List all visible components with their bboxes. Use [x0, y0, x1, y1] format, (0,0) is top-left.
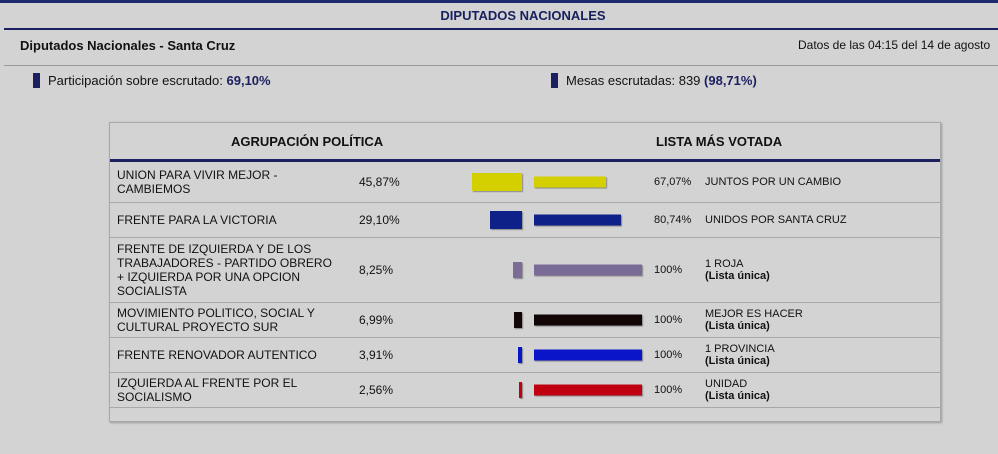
- party-name: FRENTE RENOVADOR AUTENTICO: [117, 347, 317, 362]
- table-row: IZQUIERDA AL FRENTE POR EL SOCIALISMO 2,…: [110, 372, 940, 408]
- list-name: 1 PROVINCIA: [705, 342, 775, 355]
- party-name: FRENTE DE IZQUIERDA Y DE LOS TRABAJADORE…: [117, 241, 332, 298]
- list-name: UNIDAD: [705, 377, 748, 390]
- participation-stat: Participación sobre escrutado: 69,10%: [33, 73, 271, 88]
- list-note: (Lista única): [705, 354, 770, 367]
- section-title: Diputados Nacionales - Santa Cruz: [20, 38, 236, 53]
- participation-label: Participación sobre escrutado:: [48, 73, 223, 88]
- party-percentage: 3,91%: [359, 347, 394, 362]
- table-header: AGRUPACIÓN POLÍTICA LISTA MÁS VOTADA: [110, 123, 940, 162]
- page-title: DIPUTADOS NACIONALES: [440, 8, 606, 23]
- party-percentage: 6,99%: [359, 312, 394, 327]
- list-bar: [534, 264, 642, 275]
- party-percentage: 2,56%: [359, 382, 394, 397]
- list-percentage: 100%: [654, 348, 683, 361]
- list-percentage: 67,07%: [654, 175, 692, 188]
- list-bar: [534, 349, 642, 360]
- list-name-cell: MEJOR ES HACER (Lista única): [705, 308, 803, 332]
- participation-value: 69,10%: [226, 73, 271, 88]
- tables-stat: Mesas escrutadas: 839 (98,71%): [551, 73, 757, 88]
- list-name-cell: UNIDOS POR SANTA CRUZ: [705, 214, 847, 226]
- list-bar: [534, 384, 642, 395]
- list-percentage: 80,74%: [654, 213, 692, 226]
- tables-value: (98,71%): [704, 73, 757, 88]
- list-note: (Lista única): [705, 389, 770, 402]
- table-row: UNION PARA VIVIR MEJOR - CAMBIEMOS 45,87…: [110, 161, 940, 203]
- party-name: MOVIMIENTO POLITICO, SOCIAL Y CULTURAL P…: [117, 305, 315, 334]
- table-row: FRENTE RENOVADOR AUTENTICO 3,91% 100% 1 …: [110, 337, 940, 373]
- list-percentage: 100%: [654, 263, 683, 276]
- list-name: MEJOR ES HACER: [705, 307, 803, 320]
- list-bar: [534, 214, 622, 225]
- party-percentage: 29,10%: [359, 212, 400, 227]
- party-bar: [514, 311, 522, 328]
- party-bar: [513, 261, 522, 278]
- marker-icon: [551, 73, 558, 88]
- tables-label: Mesas escrutadas: 839: [566, 73, 701, 88]
- list-bar: [534, 176, 607, 187]
- list-name-cell: 1 PROVINCIA (Lista única): [705, 343, 775, 367]
- data-timestamp: Datos de las 04:15 del 14 de agosto: [798, 38, 991, 52]
- table-row: FRENTE DE IZQUIERDA Y DE LOS TRABAJADORE…: [110, 237, 940, 303]
- party-bar: [472, 172, 522, 191]
- table-row: FRENTE PARA LA VICTORIA 29,10% 80,74% UN…: [110, 202, 940, 238]
- table-row: MOVIMIENTO POLITICO, SOCIAL Y CULTURAL P…: [110, 302, 940, 338]
- party-bar: [519, 381, 522, 398]
- list-name: 1 ROJA: [705, 257, 744, 270]
- list-note: (Lista única): [705, 319, 770, 332]
- party-percentage: 45,87%: [359, 174, 400, 189]
- list-note: (Lista única): [705, 269, 770, 282]
- divider: [4, 28, 998, 30]
- list-bar: [534, 314, 642, 325]
- list-name-cell: UNIDAD (Lista única): [705, 378, 770, 402]
- divider: [4, 65, 998, 66]
- marker-icon: [33, 73, 40, 88]
- results-table: AGRUPACIÓN POLÍTICA LISTA MÁS VOTADA UNI…: [109, 122, 941, 422]
- list-percentage: 100%: [654, 313, 683, 326]
- party-bar: [517, 346, 522, 363]
- list-percentage: 100%: [654, 383, 683, 396]
- party-name: FRENTE PARA LA VICTORIA: [117, 212, 277, 227]
- party-percentage: 8,25%: [359, 262, 394, 277]
- list-name: UNIDOS POR SANTA CRUZ: [705, 213, 847, 226]
- list-name-cell: 1 ROJA (Lista única): [705, 258, 770, 282]
- top-border: [0, 0, 998, 3]
- list-name-cell: JUNTOS POR UN CAMBIO: [705, 176, 841, 188]
- column-header-list: LISTA MÁS VOTADA: [656, 134, 783, 149]
- column-header-party: AGRUPACIÓN POLÍTICA: [231, 134, 384, 149]
- party-name: IZQUIERDA AL FRENTE POR EL SOCIALISMO: [117, 375, 297, 404]
- party-name: UNION PARA VIVIR MEJOR - CAMBIEMOS: [117, 167, 278, 196]
- party-bar: [490, 210, 522, 229]
- list-name: JUNTOS POR UN CAMBIO: [705, 175, 842, 188]
